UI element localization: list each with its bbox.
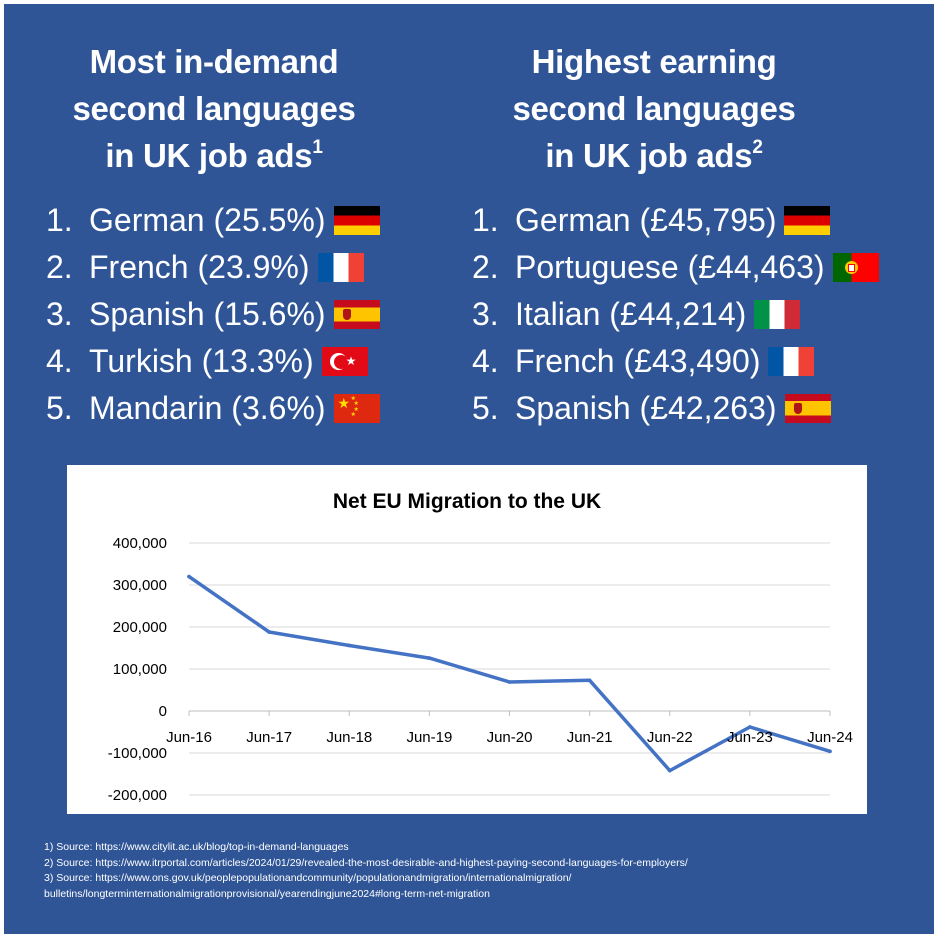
title-line: Highest earning xyxy=(531,43,777,80)
list-item: 5. Spanish (£42,263) xyxy=(472,385,879,432)
germany-flag-icon xyxy=(784,206,831,235)
data-point xyxy=(187,574,191,579)
rank: 5. xyxy=(46,390,73,426)
language-label: Turkish (13.3%) xyxy=(89,343,314,379)
language-label: German (£45,795) xyxy=(515,202,777,238)
in-demand-list: 1. German (25.5%) 2. French (23.9%) 3. Span… xyxy=(46,197,380,432)
germany-flag-icon xyxy=(333,206,380,235)
rank: 4. xyxy=(46,343,73,379)
language-label: Italian (£44,214) xyxy=(515,296,747,332)
list-item: 3. Italian (£44,214) xyxy=(472,291,879,338)
list-item: 4. Turkish (13.3%) ★ xyxy=(46,338,380,385)
y-tick-label: -200,000 xyxy=(108,787,167,804)
rank: 2. xyxy=(46,249,73,285)
y-tick-label: 100,000 xyxy=(113,661,167,678)
france-flag-icon xyxy=(317,253,364,282)
y-tick-label: 300,000 xyxy=(113,577,167,594)
spain-flag-icon xyxy=(333,300,380,329)
rank: 3. xyxy=(472,296,499,332)
title-line: second languages xyxy=(72,90,356,127)
x-tick-label: Jun-20 xyxy=(487,729,533,746)
chart-title: Net EU Migration to the UK xyxy=(333,490,601,513)
x-tick-label: Jun-18 xyxy=(326,729,372,746)
in-demand-title: Most in-demand second languages in UK jo… xyxy=(4,38,424,179)
data-point xyxy=(587,678,592,683)
x-tick-label: Jun-17 xyxy=(246,729,292,746)
y-tick-label: 200,000 xyxy=(113,619,167,636)
language-label: Mandarin (3.6%) xyxy=(89,390,326,426)
list-item: 2. Portuguese (£44,463) xyxy=(472,244,879,291)
spain-flag-icon xyxy=(784,394,831,423)
language-label: French (£43,490) xyxy=(515,343,761,379)
y-tick-label: -100,000 xyxy=(108,745,167,762)
language-label: Spanish (15.6%) xyxy=(89,296,326,332)
data-point xyxy=(427,656,432,660)
x-tick-label: Jun-16 xyxy=(166,729,212,746)
footnote-ref: 2 xyxy=(752,137,763,158)
list-item: 1. German (£45,795) xyxy=(472,197,879,244)
x-tick-label: Jun-24 xyxy=(807,729,853,746)
rank: 1. xyxy=(472,202,499,238)
rank: 1. xyxy=(46,202,73,238)
italy-flag-icon xyxy=(754,300,801,329)
x-tick-label: Jun-23 xyxy=(727,729,773,746)
footnote: 3) Source: https://www.ons.gov.uk/people… xyxy=(44,872,572,884)
portugal-flag-icon xyxy=(832,253,879,282)
language-label: French (23.9%) xyxy=(89,249,310,285)
title-line: Most in-demand xyxy=(89,43,339,80)
footnote: 2) Source: https://www.itrportal.com/art… xyxy=(44,856,688,869)
footnote: bulletins/longterminternationalmigration… xyxy=(44,887,490,900)
migration-chart-card: Net EU Migration to the UK 400,000 300,00… xyxy=(67,465,867,814)
title-line: in UK job ads xyxy=(545,137,753,174)
data-point xyxy=(667,768,672,773)
france-flag-icon xyxy=(768,347,815,376)
y-tick-label: 400,000 xyxy=(113,535,167,552)
turkey-flag-icon: ★ xyxy=(321,347,368,376)
list-item: 4. French (£43,490) xyxy=(472,338,879,385)
china-flag-icon: ★ ★ ★ ★ ★ xyxy=(333,394,380,423)
title-line: in UK job ads xyxy=(105,137,313,174)
rank: 3. xyxy=(46,296,73,332)
rank: 5. xyxy=(472,390,499,426)
data-point xyxy=(748,725,752,729)
language-label: German (25.5%) xyxy=(89,202,326,238)
data-point xyxy=(267,630,271,634)
data-point xyxy=(507,680,512,684)
footnotes: 1) Source: https://www.citylit.ac.uk/blo… xyxy=(44,840,688,902)
x-tick-label: Jun-22 xyxy=(647,729,693,746)
footnote: 1) Source: https://www.citylit.ac.uk/blo… xyxy=(44,841,349,853)
x-tick-label: Jun-21 xyxy=(567,729,613,746)
list-item: 2. French (23.9%) xyxy=(46,244,380,291)
highest-earning-list: 1. German (£45,795) 2. Portuguese (£44,463… xyxy=(472,197,879,432)
data-point xyxy=(828,749,832,754)
y-tick-label: 0 xyxy=(159,703,167,720)
title-line: second languages xyxy=(512,90,796,127)
x-tick-label: Jun-19 xyxy=(406,729,452,746)
list-item: 3. Spanish (15.6%) xyxy=(46,291,380,338)
list-item: 1. German (25.5%) xyxy=(46,197,380,244)
highest-earning-title: Highest earning second languages in UK j… xyxy=(444,38,864,179)
data-point xyxy=(347,643,352,648)
language-label: Portuguese (£44,463) xyxy=(515,249,825,285)
rank: 4. xyxy=(472,343,499,379)
language-label: Spanish (£42,263) xyxy=(515,390,777,426)
list-item: 5. Mandarin (3.6%) ★ ★ ★ ★ ★ xyxy=(46,385,380,432)
migration-line-chart: Net EU Migration to the UK 400,000 300,00… xyxy=(108,490,853,804)
footnote-ref: 1 xyxy=(312,137,323,158)
rank: 2. xyxy=(472,249,499,285)
infographic: Most in-demand second languages in UK jo… xyxy=(4,4,934,934)
